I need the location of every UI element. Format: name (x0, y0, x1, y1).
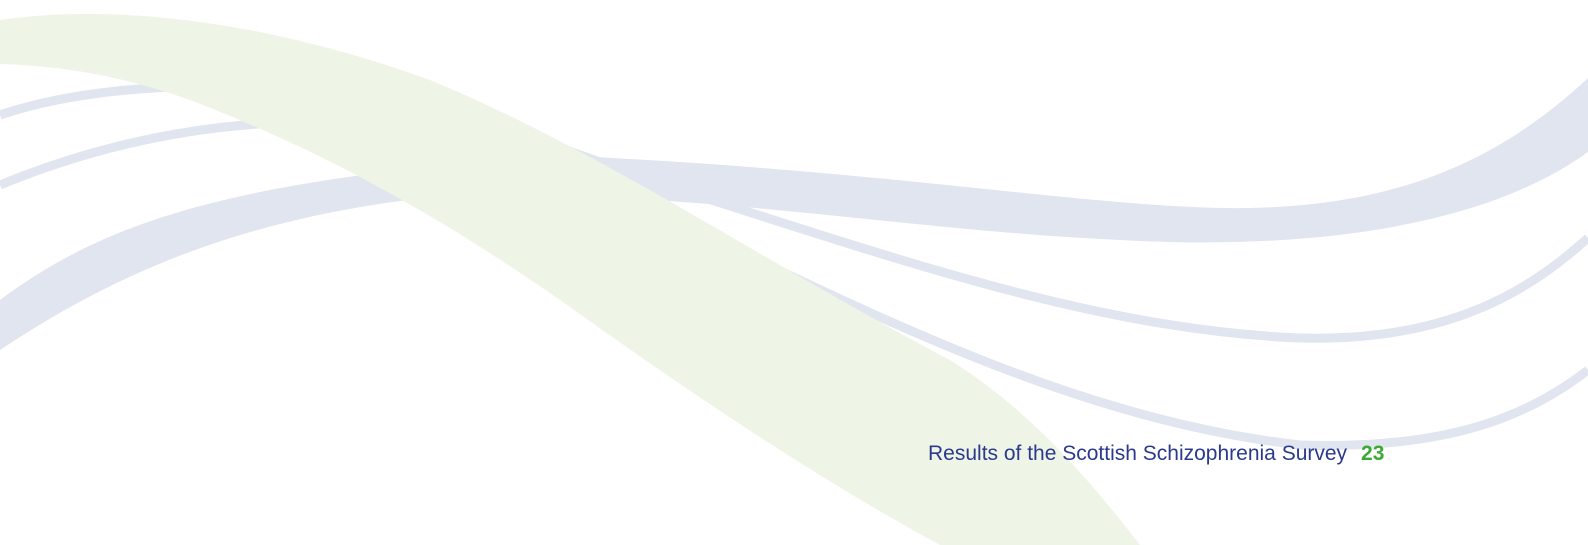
wave-band-green (0, 13, 1140, 545)
page-footer: Results of the Scottish Schizophrenia Su… (928, 442, 1384, 472)
page-number: 23 (1361, 442, 1385, 465)
wave-band-blue-large (0, 78, 1588, 350)
document-title: Results of the Scottish Schizophrenia Su… (928, 442, 1348, 465)
